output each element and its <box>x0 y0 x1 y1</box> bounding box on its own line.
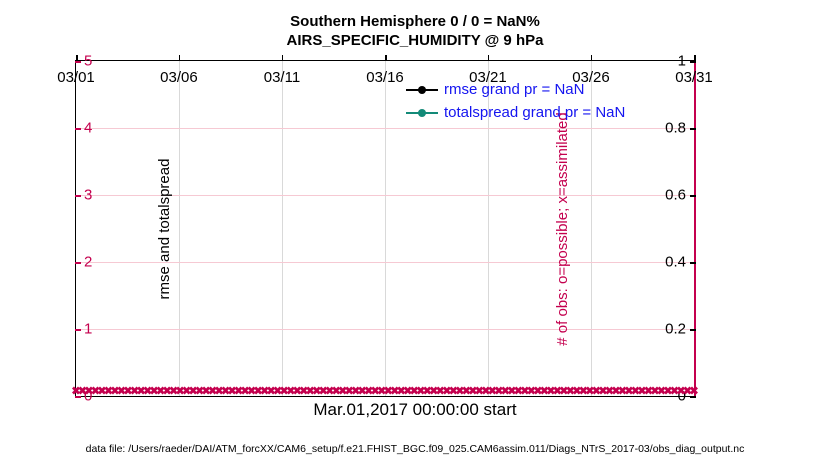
hgrid-line <box>76 329 694 330</box>
chart-container: Southern Hemisphere 0 / 0 = NaN% AIRS_SP… <box>0 0 830 470</box>
xtick-0306: 03/06 <box>160 69 198 86</box>
xtick-0301: 03/01 <box>57 69 95 86</box>
xtick-0311: 03/11 <box>264 69 300 86</box>
title-line1: Southern Hemisphere 0 / 0 = NaN% <box>0 12 830 31</box>
hgrid-line <box>76 128 694 129</box>
rmse-marker-dot <box>418 86 426 94</box>
vgrid-line <box>179 61 180 396</box>
data-point-marker: ✖ <box>689 385 698 398</box>
xtick-0316: 03/16 <box>366 69 404 86</box>
left-axis-title: rmse and totalspread <box>156 158 173 299</box>
ytick-right-3: 3 <box>84 187 92 204</box>
ytick-right-1: 1 <box>84 321 92 338</box>
ytick-left-06: 0.6 <box>665 187 686 204</box>
ytick-right-4: 4 <box>84 120 92 137</box>
legend-entry-rmse: rmse grand pr = NaN <box>406 81 686 98</box>
rmse-legend-label: rmse grand pr = NaN <box>444 81 584 98</box>
chart-title: Southern Hemisphere 0 / 0 = NaN% AIRS_SP… <box>0 12 830 50</box>
right-axis-line <box>694 61 696 396</box>
ytick-left-04: 0.4 <box>665 254 686 271</box>
right-axis-title: # of obs: o=possible; x=assimilated <box>554 112 571 345</box>
spread-marker-dot <box>418 109 426 117</box>
data-file-footer: data file: /Users/raeder/DAI/ATM_forcXX/… <box>86 443 745 455</box>
vgrid-line <box>282 61 283 396</box>
x-axis-title: Mar.01,2017 00:00:00 start <box>313 400 516 420</box>
ytick-left-1: 1 <box>678 53 686 70</box>
spread-line-swatch <box>406 112 438 114</box>
legend-box: rmse grand pr = NaN totalspread grand pr… <box>406 81 686 127</box>
ytick-right-5: 5 <box>84 53 92 70</box>
ytick-left-02: 0.2 <box>665 321 686 338</box>
spread-legend-label: totalspread grand pr = NaN <box>444 104 625 121</box>
rmse-line-swatch <box>406 89 438 91</box>
plot-area: 1 0.8 0.6 0.4 0.2 0 5 4 3 2 1 0 03/01 03… <box>75 60 695 397</box>
legend-entry-totalspread: totalspread grand pr = NaN <box>406 104 686 121</box>
vgrid-line <box>385 61 386 396</box>
ytick-right-2: 2 <box>84 254 92 271</box>
title-line2: AIRS_SPECIFIC_HUMIDITY @ 9 hPa <box>0 31 830 50</box>
